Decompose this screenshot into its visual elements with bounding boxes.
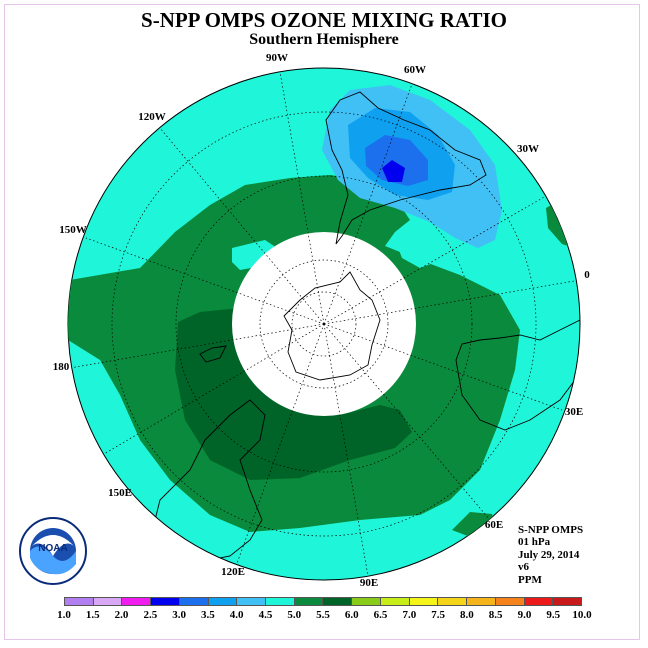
new-zealand-coast (199, 345, 227, 363)
colorbar-tick-label: 3.5 (201, 609, 215, 621)
lon-label-120w: 120W (138, 111, 166, 123)
colorbar-swatch (179, 598, 209, 605)
lon-label-90w: 90W (266, 52, 288, 64)
lon-label-180: 180 (53, 361, 70, 373)
colorbar-tick-label: 5.0 (287, 609, 302, 621)
colorbar-swatch (495, 598, 525, 605)
map-subtitle: Southern Hemisphere (249, 31, 399, 48)
colorbar-swatch (467, 598, 496, 605)
lon-label-30e: 30E (565, 406, 583, 418)
noaa-logo-icon: NOAA (19, 517, 87, 585)
colorbar-tick-label: 8.0 (460, 609, 474, 621)
colorbar-tick-label: 9.5 (546, 609, 561, 621)
lon-label-120e: 120E (221, 566, 245, 578)
colorbar-swatch (208, 598, 238, 605)
info-version: v6 (518, 561, 529, 574)
colorbar-ticks: 1.0 1.5 2.0 2.5 3.0 3.5 4.0 4.5 5.0 5.5 6.0 6.5 7.0 7… (54, 609, 592, 623)
lon-label-0: 0 (584, 269, 590, 281)
colorbar-swatch (553, 598, 581, 605)
antarctica-coast (283, 271, 381, 381)
lon-label-150e: 150E (108, 487, 132, 499)
colorbar-tick-label: 6.0 (344, 609, 359, 621)
colorbar-tick-label: 3.0 (172, 609, 186, 621)
africa-coast (455, 319, 580, 431)
australia-coast (149, 399, 266, 561)
colorbar-tick-label: 4.5 (258, 609, 273, 621)
colorbar-tick-label: 7.0 (402, 609, 417, 621)
colorbar-tick-label: 1.5 (85, 609, 100, 621)
colorbar-swatch (524, 598, 554, 605)
coastlines (149, 91, 580, 561)
lon-label-90e: 90E (360, 577, 378, 589)
colorbar-tick-label: 4.0 (229, 609, 244, 621)
colorbar-swatch (266, 598, 295, 605)
lon-label-150w: 150W (59, 224, 87, 236)
contour-teal-pocket-2 (395, 232, 436, 268)
colorbar (64, 597, 582, 606)
graticule (69, 71, 580, 577)
colorbar-swatch (294, 598, 324, 605)
info-instrument: S-NPP OMPS (518, 524, 584, 536)
map-title: S-NPP OMPS OZONE MIXING RATIO (141, 8, 507, 32)
lon-label-60w: 60W (404, 64, 426, 76)
colorbar-swatch (352, 598, 381, 605)
colorbar-tick-label: 9.0 (517, 609, 532, 621)
info-block: S-NPP OMPS 01 hPa July 29, 2014 v6 PPM (518, 524, 583, 586)
info-level: 01 hPa (518, 536, 551, 549)
south-america-coast (325, 91, 487, 245)
colorbar-swatch (122, 598, 152, 605)
colorbar-swatch (151, 598, 180, 605)
colorbar-tick-label: 2.5 (143, 609, 158, 621)
colorbar-tick-label: 1.0 (57, 609, 71, 621)
colorbar-tick-label: 8.5 (488, 609, 503, 621)
colorbar-swatch (438, 598, 468, 605)
info-units: PPM (518, 573, 542, 586)
colorbar-tick-label: 10.0 (572, 609, 592, 621)
colorbar-swatch (237, 598, 267, 605)
logo-text: NOAA (38, 543, 67, 554)
colorbar-swatch (409, 598, 439, 605)
contour-teal-pocket-1 (232, 240, 280, 270)
colorbar-tick-label: 6.5 (373, 609, 388, 621)
contour-blue-deep (365, 135, 428, 186)
colorbar-swatch (65, 598, 94, 605)
colorbar-swatch (380, 598, 410, 605)
colorbar-tick-label: 2.0 (114, 609, 129, 621)
contour-blue-core (382, 160, 405, 182)
lon-label-60e: 60E (485, 519, 503, 531)
colorbar-swatch (93, 598, 123, 605)
colorbar-swatch (323, 598, 353, 605)
info-date: July 29, 2014 (518, 548, 580, 561)
colorbar-tick-label: 7.5 (431, 609, 445, 621)
colorbar-tick-label: 5.5 (316, 609, 330, 621)
lon-label-30w: 30W (517, 143, 539, 155)
longitude-labels: 90W 60W 120W 30W 150W 0 180 30E 150E 60E… (53, 52, 591, 589)
